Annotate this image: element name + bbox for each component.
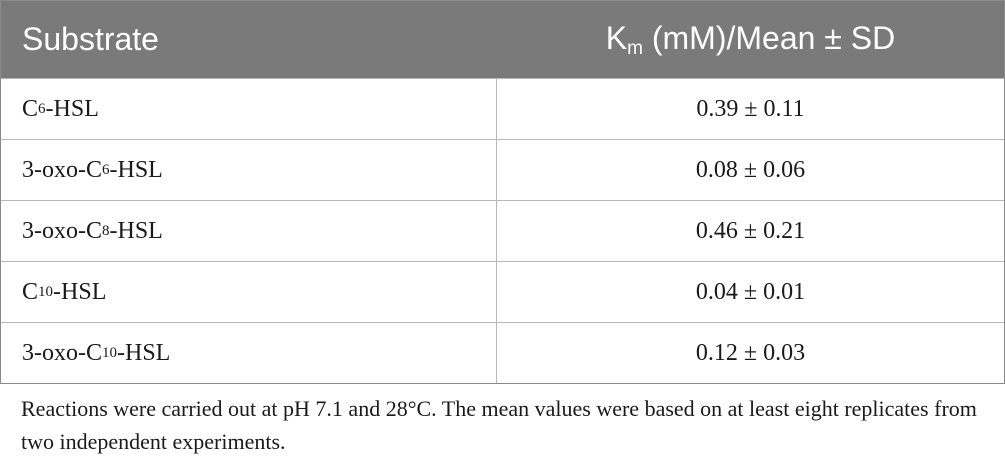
substrate-prefix: C [22, 278, 39, 305]
substrate-subscript: 10 [38, 283, 54, 300]
header-km: Km (mM)/Mean ± SD [497, 20, 1004, 60]
table-row: 3-oxo-C 8 -HSL 0.46 ± 0.21 [1, 200, 1004, 261]
substrate-cell: 3-oxo-C 10 -HSL [1, 323, 497, 383]
header-substrate: Substrate [22, 21, 159, 57]
km-value-cell: 0.39 ± 0.11 [696, 95, 805, 122]
substrate-subscript: 10 [102, 344, 117, 361]
km-value-cell: 0.12 ± 0.03 [695, 339, 806, 366]
substrate-prefix: 3-oxo-C [22, 217, 102, 244]
substrate-prefix: 3-oxo-C [22, 156, 102, 183]
header-km-rest: (mM)/Mean ± SD [642, 19, 896, 56]
table-row: 3-oxo-C 6 -HSL 0.08 ± 0.06 [1, 139, 1004, 200]
table-row: C 10 -HSL 0.04 ± 0.01 [1, 261, 1004, 322]
km-value-cell: 0.04 ± 0.01 [695, 278, 806, 305]
substrate-subscript: 8 [102, 222, 110, 239]
substrate-prefix: C [22, 95, 39, 122]
substrate-suffix: -HSL [109, 217, 163, 244]
substrate-subscript: 6 [38, 100, 46, 117]
substrate-prefix: 3-oxo-C [22, 339, 102, 366]
substrate-cell: C 6 -HSL [1, 79, 497, 139]
table-row: C 6 -HSL 0.39 ± 0.11 [1, 78, 1004, 139]
km-value-cell: 0.08 ± 0.06 [695, 156, 806, 183]
substrate-suffix: -HSL [53, 278, 107, 305]
table-header: Substrate Km (mM)/Mean ± SD [1, 1, 1004, 78]
substrate-cell: C 10 -HSL [1, 262, 497, 322]
table-footnote: Reactions were carried out at pH 7.1 and… [21, 396, 977, 454]
kinetics-table: Substrate Km (mM)/Mean ± SD C 6 -HSL 0.39 … [0, 0, 1005, 384]
substrate-suffix: -HSL [45, 95, 99, 122]
substrate-subscript: 6 [102, 161, 110, 178]
substrate-suffix: -HSL [117, 339, 171, 366]
substrate-cell: 3-oxo-C 6 -HSL [1, 140, 497, 200]
substrate-suffix: -HSL [109, 156, 163, 183]
km-value-cell: 0.46 ± 0.21 [695, 217, 806, 244]
table-row: 3-oxo-C 10 -HSL 0.12 ± 0.03 [1, 322, 1004, 383]
substrate-cell: 3-oxo-C 8 -HSL [1, 201, 497, 261]
header-km-main: K [605, 19, 628, 56]
header-km-subscript: m [627, 37, 643, 59]
